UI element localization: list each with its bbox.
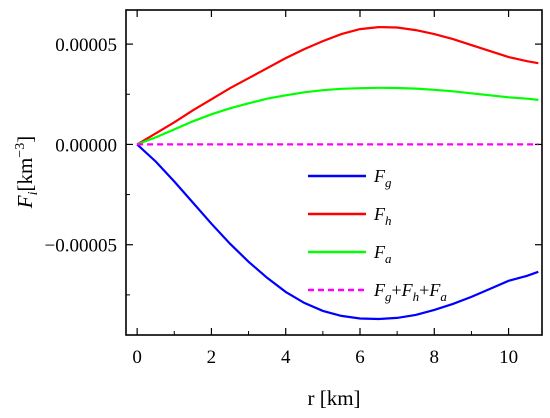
plot-frame [125, 9, 543, 336]
x-tick-label: 0 [132, 347, 142, 368]
x-tick-label: 4 [281, 347, 291, 368]
legend-label: Fa [373, 242, 392, 266]
legend: Fg Fh Fa Fg+Fh+Fa [308, 166, 447, 304]
x-tick-label: 8 [430, 347, 440, 368]
legend-label: Fg [373, 166, 392, 190]
x-axis-title: r [km] [307, 386, 360, 410]
series-line [136, 143, 539, 321]
series-layer [136, 25, 539, 321]
y-tick-label: 0.00005 [55, 35, 117, 56]
ticks: 0 2 4 6 8 10 −0.00005 0.00000 0.00005 [45, 10, 542, 368]
y-tick-label: 0.00000 [55, 135, 117, 156]
y-tick-label: −0.00005 [45, 236, 117, 257]
series-line [136, 25, 539, 146]
y-axis-title: Fi[km−3] [13, 136, 41, 209]
legend-label: Fh [373, 204, 392, 228]
x-tick-label: 6 [355, 347, 365, 368]
legend-label: Fg+Fh+Fa [373, 280, 447, 304]
x-tick-label: 10 [499, 347, 518, 368]
x-tick-label: 2 [207, 347, 217, 368]
series-line [136, 86, 539, 146]
